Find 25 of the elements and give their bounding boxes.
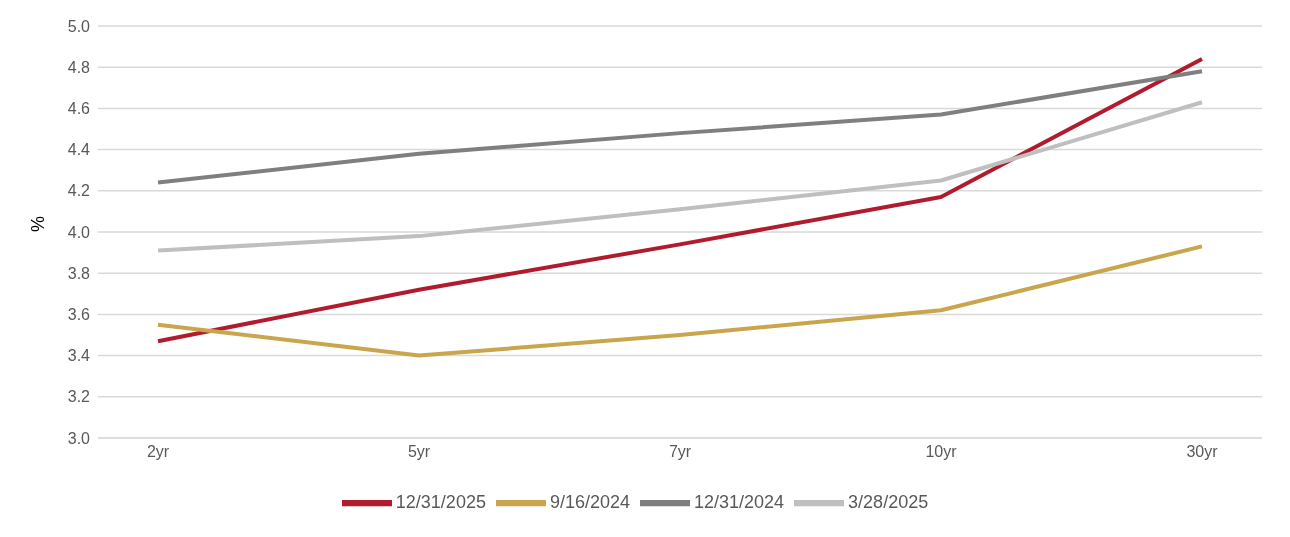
y-tick-label: 5.0 xyxy=(67,17,91,35)
y-tick-label: 3.6 xyxy=(67,306,91,324)
legend-label: 3/28/2025 xyxy=(848,491,929,512)
y-axis-title: % xyxy=(28,215,49,232)
x-tick-label: 30yr xyxy=(1186,443,1219,461)
line-series xyxy=(156,69,1204,185)
y-tick-label: 4.2 xyxy=(67,182,91,200)
y-tick-label: 4.4 xyxy=(67,141,91,159)
legend-label: 12/31/2024 xyxy=(694,491,785,512)
x-tick-label: 10yr xyxy=(925,443,958,461)
y-tick-label: 3.8 xyxy=(67,264,91,282)
y-tick-label: 4.6 xyxy=(67,100,91,118)
y-tick-label: 4.8 xyxy=(67,58,91,76)
line-series xyxy=(156,244,1204,358)
y-tick-label: 3.4 xyxy=(67,347,91,365)
y-tick-label: 3.0 xyxy=(67,429,91,447)
x-tick-label: 5yr xyxy=(407,443,431,461)
line-series xyxy=(156,100,1204,253)
x-tick-label: 7yr xyxy=(668,443,692,461)
x-tick-label: 2yr xyxy=(146,443,170,461)
line-series xyxy=(156,56,1204,344)
legend-label: 9/16/2024 xyxy=(549,491,630,512)
legend-label: 12/31/2025 xyxy=(395,491,486,512)
y-tick-label: 4.0 xyxy=(67,223,91,241)
y-tick-label: 3.2 xyxy=(67,388,91,406)
